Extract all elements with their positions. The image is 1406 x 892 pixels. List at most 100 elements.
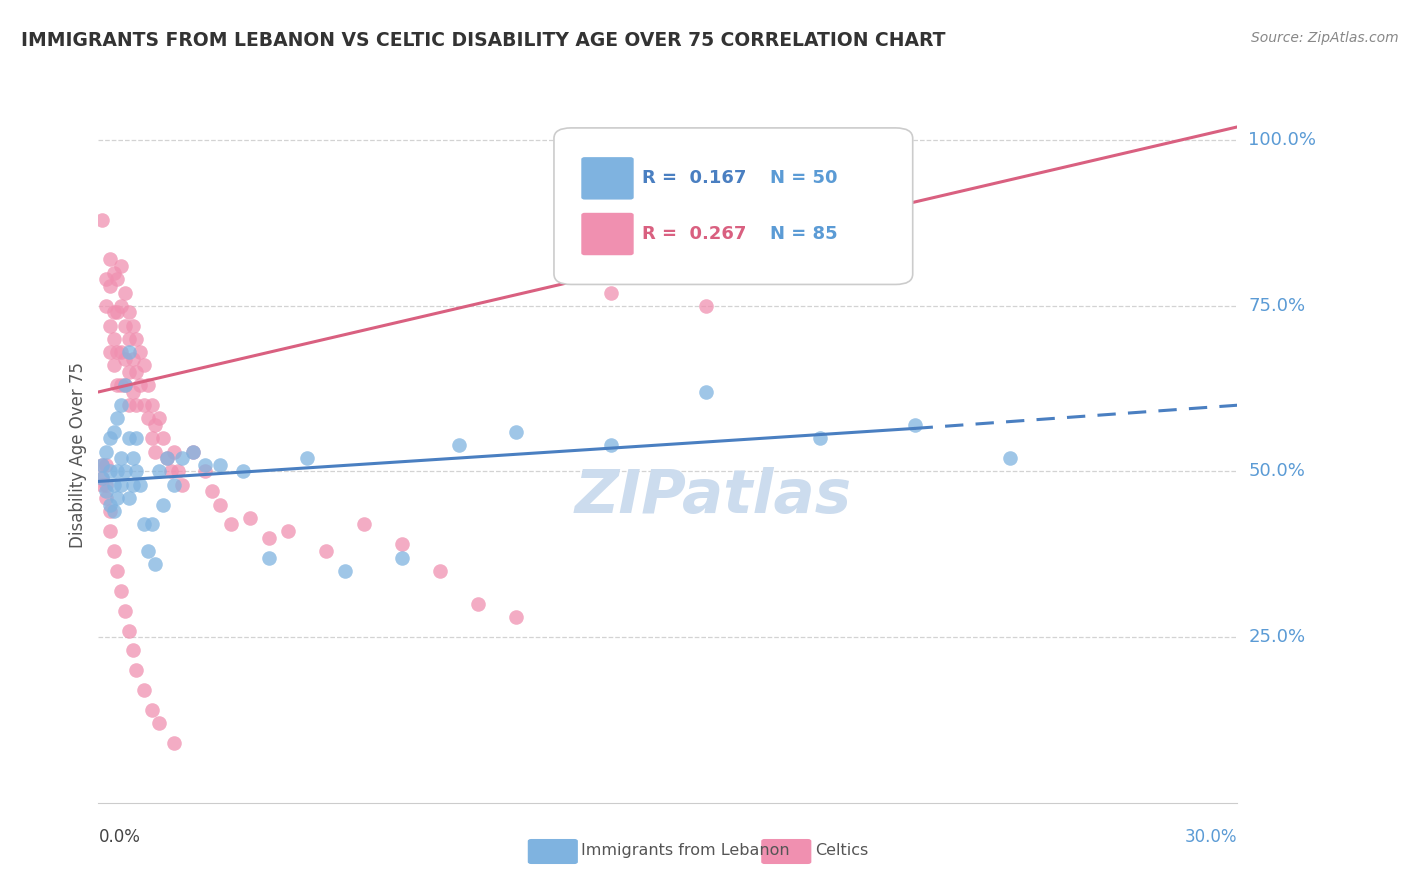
Point (167, 465, 190, 479)
Point (98, 345, 121, 359)
Point (129, 345, 152, 359)
Point (118, 305, 141, 319)
Point (91, 212, 114, 227)
Point (107, 465, 129, 479)
Point (335, 564, 357, 578)
Text: Immigrants from Lebanon: Immigrants from Lebanon (581, 843, 790, 857)
Point (600, 438, 623, 452)
Text: R =  0.167: R = 0.167 (641, 169, 747, 187)
Point (94, 299, 117, 313)
Point (277, 524, 299, 538)
Point (315, 544, 337, 558)
Text: N = 50: N = 50 (770, 169, 838, 187)
Point (232, 465, 254, 479)
Point (141, 431, 163, 445)
Point (114, 604, 136, 618)
Point (110, 299, 132, 313)
Point (297, 451, 319, 466)
Point (103, 332, 125, 346)
Point (110, 378, 132, 392)
Point (183, 444, 205, 458)
Point (118, 332, 141, 346)
Point (114, 351, 136, 366)
Point (107, 305, 129, 319)
Point (98, 279, 121, 293)
Y-axis label: Disability Age Over 75: Disability Age Over 75 (69, 362, 87, 548)
Point (121, 318, 143, 333)
Point (904, 418, 927, 433)
Point (467, 597, 489, 611)
Point (118, 365, 141, 379)
Point (695, 384, 717, 399)
Point (125, 431, 148, 445)
Point (208, 458, 231, 472)
Point (998, 451, 1021, 466)
Text: 25.0%: 25.0% (1249, 628, 1306, 646)
Point (449, 438, 471, 452)
Point (94, 458, 117, 472)
Point (145, 558, 167, 572)
Point (118, 491, 141, 505)
Point (125, 365, 148, 379)
Point (141, 398, 163, 412)
Point (183, 444, 205, 458)
Text: R =  0.267: R = 0.267 (641, 225, 747, 243)
Point (391, 537, 413, 551)
Point (353, 517, 375, 532)
Text: IMMIGRANTS FROM LEBANON VS CELTIC DISABILITY AGE OVER 75 CORRELATION CHART: IMMIGRANTS FROM LEBANON VS CELTIC DISABI… (21, 31, 946, 50)
Point (91, 458, 114, 472)
Point (129, 477, 152, 491)
Point (145, 418, 167, 433)
Point (141, 517, 163, 532)
Point (110, 345, 132, 359)
Point (110, 583, 132, 598)
Point (163, 444, 186, 458)
Point (125, 398, 148, 412)
Point (98, 498, 121, 512)
Point (156, 451, 179, 466)
Point (125, 465, 148, 479)
Point (114, 378, 136, 392)
Point (107, 411, 129, 425)
Point (170, 451, 193, 466)
Point (132, 517, 155, 532)
FancyBboxPatch shape (761, 839, 811, 864)
Point (107, 491, 129, 505)
Point (91, 471, 114, 485)
Point (98, 465, 121, 479)
Point (110, 398, 132, 412)
Point (156, 451, 179, 466)
Point (136, 378, 159, 392)
Point (103, 477, 125, 491)
Point (201, 484, 224, 499)
Point (121, 451, 143, 466)
Text: 100.0%: 100.0% (1249, 131, 1316, 149)
Text: 30.0%: 30.0% (1185, 828, 1237, 846)
Point (141, 703, 163, 717)
Point (121, 477, 143, 491)
Point (91, 471, 114, 485)
Text: 0.0%: 0.0% (98, 828, 141, 846)
Point (107, 272, 129, 286)
Point (429, 564, 451, 578)
Point (103, 544, 125, 558)
Point (259, 531, 281, 545)
Point (170, 477, 193, 491)
Point (114, 465, 136, 479)
Point (110, 259, 132, 273)
Point (132, 359, 155, 373)
Point (148, 716, 170, 731)
Point (118, 624, 141, 638)
Point (114, 285, 136, 300)
Point (129, 378, 152, 392)
Point (118, 398, 141, 412)
Point (107, 378, 129, 392)
Point (118, 431, 141, 445)
Point (91, 477, 114, 491)
Point (391, 550, 413, 565)
Point (148, 465, 170, 479)
Point (505, 425, 527, 439)
Point (505, 610, 527, 624)
Point (98, 252, 121, 267)
Point (110, 451, 132, 466)
